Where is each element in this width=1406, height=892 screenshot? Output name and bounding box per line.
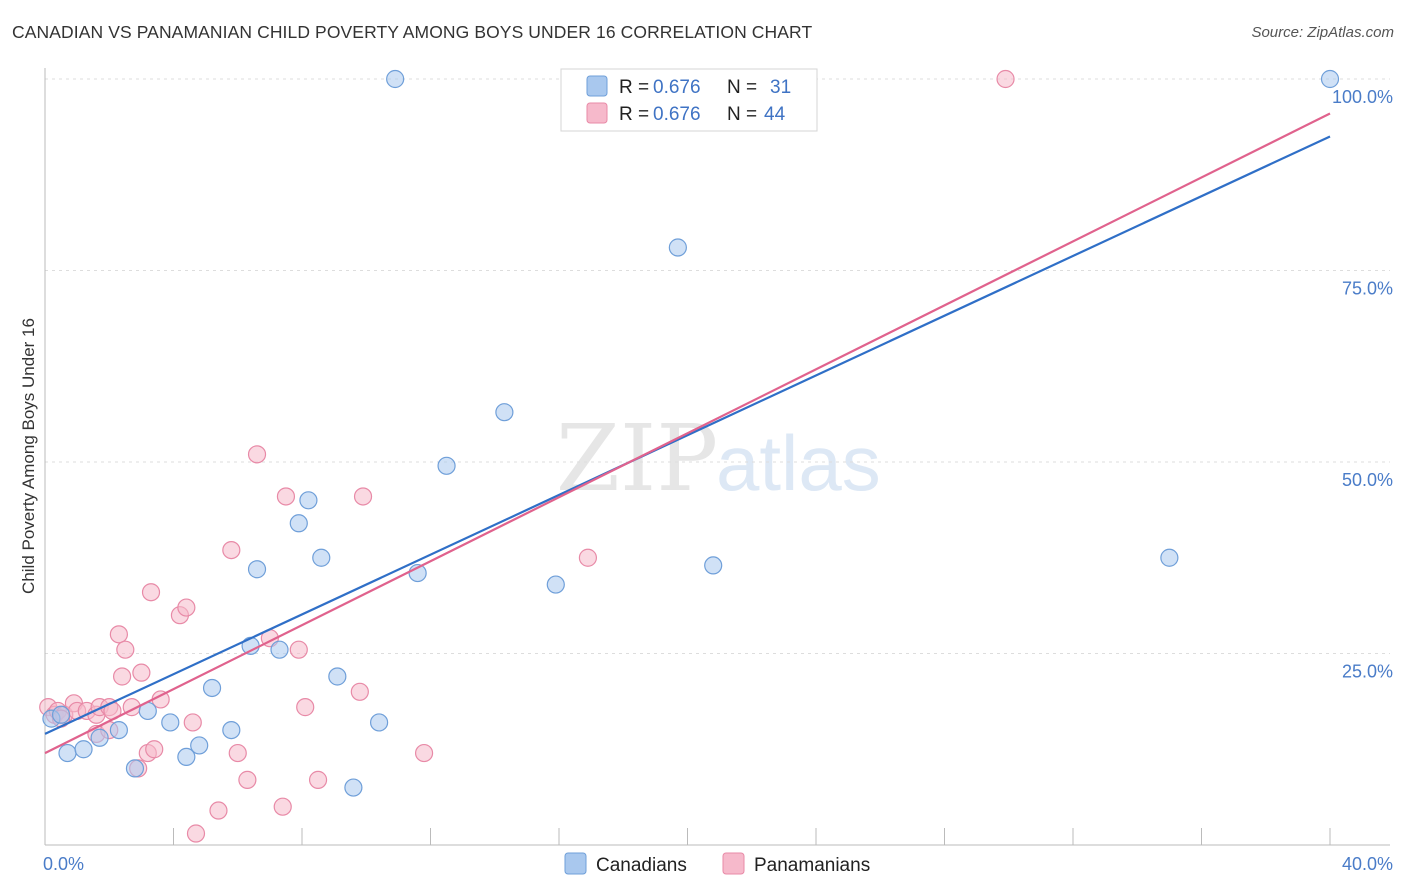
point-canadians-21 bbox=[370, 713, 389, 732]
point-panamanians-36 bbox=[296, 698, 315, 717]
point-canadians-8 bbox=[161, 713, 180, 732]
point-canadians-4 bbox=[90, 728, 109, 747]
point-panamanians-26 bbox=[186, 824, 206, 843]
point-panamanians-35 bbox=[289, 640, 308, 659]
bottom-legend-swatch-panamanians bbox=[722, 852, 745, 875]
point-canadians-2 bbox=[58, 743, 77, 763]
point-canadians-10 bbox=[190, 736, 209, 755]
point-panamanians-41 bbox=[578, 548, 598, 567]
legend-swatch-panamanians bbox=[586, 102, 608, 124]
point-panamanians-30 bbox=[238, 770, 257, 789]
chart-title: CANADIAN VS PANAMANIAN CHILD POVERTY AMO… bbox=[12, 22, 813, 42]
legend-n-value-2: 44 bbox=[764, 104, 786, 125]
point-canadians-30 bbox=[1320, 69, 1340, 89]
point-panamanians-14 bbox=[112, 667, 132, 686]
point-panamanians-27 bbox=[209, 801, 228, 820]
y-tick-label-25: 25.0% bbox=[1342, 662, 1393, 682]
point-canadians-26 bbox=[546, 575, 565, 594]
point-panamanians-28 bbox=[222, 540, 241, 560]
point-canadians-27 bbox=[668, 238, 687, 257]
legend-r-value-1: 0.676 bbox=[653, 77, 701, 98]
point-canadians-5 bbox=[109, 720, 128, 740]
data-points bbox=[39, 69, 1340, 843]
point-canadians-25 bbox=[495, 403, 514, 422]
point-canadians-11 bbox=[202, 678, 222, 698]
legend-r-value-2: 0.676 bbox=[653, 104, 701, 125]
legend-r-label-2: R = bbox=[619, 104, 649, 125]
point-canadians-3 bbox=[74, 740, 93, 759]
watermark-atlas: atlas bbox=[716, 419, 881, 507]
y-tick-label-100: 100.0% bbox=[1332, 87, 1393, 107]
point-panamanians-40 bbox=[414, 743, 434, 763]
series-legend: Canadians Panamanians bbox=[564, 852, 870, 876]
point-panamanians-21 bbox=[145, 740, 164, 759]
bottom-legend-swatch-canadians bbox=[564, 852, 587, 875]
point-canadians-29 bbox=[1160, 548, 1179, 567]
point-panamanians-24 bbox=[177, 598, 196, 617]
point-canadians-9 bbox=[177, 747, 196, 767]
point-panamanians-37 bbox=[308, 770, 328, 789]
legend-n-label-2: N = bbox=[727, 104, 757, 125]
point-canadians-16 bbox=[289, 514, 308, 533]
point-canadians-13 bbox=[247, 560, 267, 579]
point-panamanians-13 bbox=[109, 625, 128, 644]
point-panamanians-34 bbox=[276, 487, 296, 506]
point-panamanians-15 bbox=[116, 640, 135, 659]
x-tick-label-max: 40.0% bbox=[1342, 854, 1393, 874]
tick-labels: 25.0% 50.0% 75.0% 100.0% 0.0% 40.0% bbox=[43, 87, 1393, 874]
bottom-legend-canadians: Canadians bbox=[596, 855, 687, 876]
point-canadians-20 bbox=[344, 778, 363, 797]
point-panamanians-42 bbox=[996, 69, 1015, 89]
point-panamanians-20 bbox=[141, 583, 161, 602]
point-canadians-1 bbox=[51, 705, 71, 724]
trend-line-canadians bbox=[44, 135, 1331, 735]
stats-legend: R = 0.676 N = 31 R = 0.676 N = 44 bbox=[560, 68, 818, 132]
point-panamanians-18 bbox=[132, 663, 151, 682]
point-panamanians-31 bbox=[247, 445, 267, 464]
trend-lines bbox=[44, 112, 1331, 755]
y-tick-label-50: 50.0% bbox=[1342, 470, 1393, 490]
trend-line-panamanians bbox=[44, 112, 1331, 755]
point-canadians-15 bbox=[270, 640, 289, 659]
legend-n-value-1: 31 bbox=[770, 77, 791, 98]
point-panamanians-33 bbox=[273, 797, 292, 816]
legend-r-label-1: R = bbox=[619, 77, 649, 98]
point-canadians-24 bbox=[437, 456, 456, 475]
y-axis-label: Child Poverty Among Boys Under 16 bbox=[19, 318, 38, 594]
y-tick-label-75: 75.0% bbox=[1342, 279, 1393, 299]
point-canadians-6 bbox=[125, 759, 145, 778]
point-panamanians-25 bbox=[183, 713, 202, 732]
point-canadians-19 bbox=[328, 667, 347, 686]
point-canadians-22 bbox=[386, 69, 405, 89]
x-tick-label-min: 0.0% bbox=[43, 854, 84, 874]
point-canadians-18 bbox=[312, 548, 331, 567]
legend-swatch-canadians bbox=[586, 75, 608, 97]
point-canadians-17 bbox=[299, 491, 318, 510]
point-canadians-28 bbox=[704, 556, 723, 575]
point-panamanians-39 bbox=[353, 487, 373, 506]
bottom-legend-panamanians: Panamanians bbox=[754, 855, 870, 876]
point-canadians-12 bbox=[222, 720, 241, 740]
source-label: Source: ZipAtlas.com bbox=[1251, 24, 1394, 41]
legend-n-label-1: N = bbox=[727, 77, 757, 98]
point-panamanians-29 bbox=[228, 743, 247, 763]
point-panamanians-38 bbox=[350, 682, 369, 701]
